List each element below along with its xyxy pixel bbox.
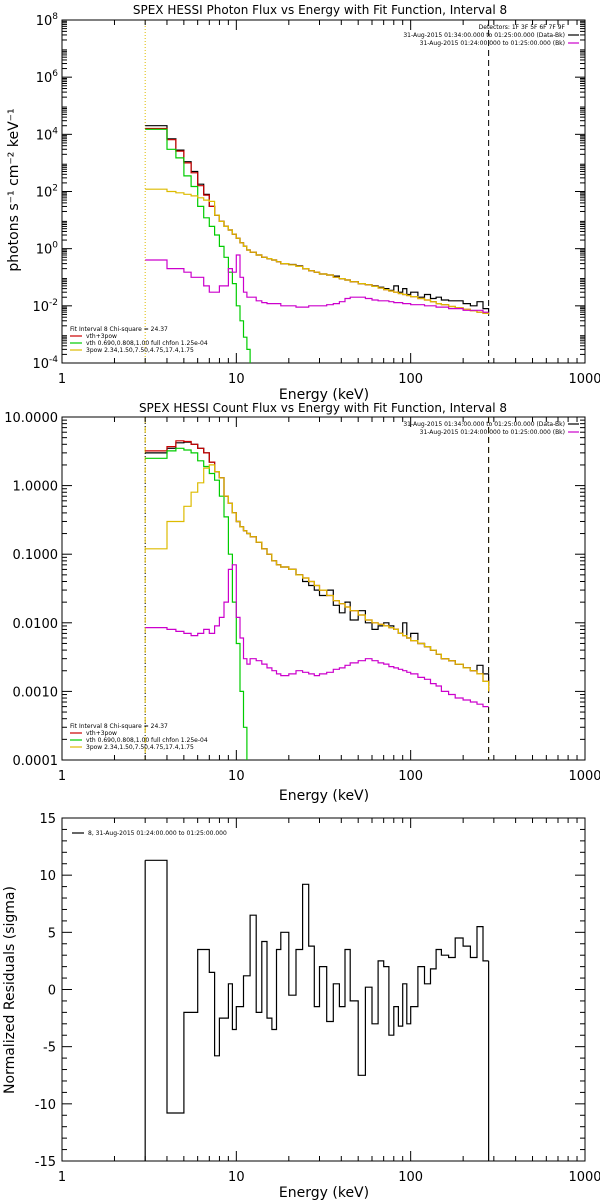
- y-tick-label: 100: [36, 241, 59, 258]
- y-tick-label: -10: [35, 1098, 56, 1113]
- legend-text: 31-Aug-2015 01:24:00.000 to 01:25:00.000…: [420, 429, 565, 436]
- x-axis-label: Energy (keV): [279, 788, 369, 804]
- legend-text: 31-Aug-2015 01:34:00.000 to 01:25:00.000…: [403, 421, 565, 428]
- y-tick-label: 102: [36, 184, 58, 201]
- legend-text: vth 0.690,0.808,1.00 full chfon 1.25e-04: [86, 737, 208, 744]
- series-line-bk: [145, 564, 489, 708]
- x-tick-label: 1: [58, 1170, 66, 1185]
- y-tick-label: 1.0000: [13, 480, 59, 495]
- series-line-data-bk: [145, 441, 490, 686]
- y-axis-label: Normalized Residuals (sigma): [2, 886, 18, 1094]
- series-line-3pow: [145, 464, 490, 692]
- series-line-data-bk: [145, 125, 490, 313]
- y-tick-label: 0.0010: [13, 685, 59, 700]
- x-tick-label: 100: [398, 1170, 423, 1185]
- y-tick-label: 0.0100: [13, 617, 59, 632]
- y-tick-label: 0.0001: [13, 754, 59, 769]
- y-tick-label: 10-2: [32, 298, 58, 315]
- y-tick-label: -15: [35, 1155, 56, 1170]
- x-tick-label: 1000: [568, 1170, 600, 1185]
- panel-residuals: 1 10 100 1000 -15 -10 -5 0 5 10 15 Energy (keV) No…: [2, 812, 600, 1200]
- y-tick-label: 108: [36, 12, 59, 29]
- y-tick-label: -5: [43, 1041, 56, 1056]
- series-line-3pow: [145, 188, 490, 315]
- legend-text: 3pow 2.34,1.50,7.50,4.75,17.4,1.75: [86, 744, 194, 751]
- plot-frame: [61, 19, 586, 364]
- legend-text: vth+3pow: [86, 730, 117, 737]
- plot-frame: [61, 416, 586, 761]
- y-tick-label: 0.1000: [13, 548, 59, 563]
- chart-title: SPEX HESSI Photon Flux vs Energy with Fi…: [133, 3, 507, 17]
- panel-count-flux: SPEX HESSI Count Flux vs Energy with Fit…: [4, 401, 600, 804]
- legend-text: 8, 31-Aug-2015 01:24:00.000 to 01:25:00.…: [88, 830, 227, 837]
- legend-text: vth+3pow: [86, 333, 117, 340]
- x-tick-label: 1000: [568, 372, 600, 387]
- legend-text: Detectors: 1F 3F 5F 6F 7F 9F: [479, 24, 566, 31]
- x-tick-label: 100: [398, 372, 423, 387]
- fit-legend-header: Fit Interval 8 Chi-square = 24.37: [70, 723, 168, 730]
- legend-text: vth 0.690,0.808,1.00 full chfon 1.25e-04: [86, 340, 208, 347]
- y-tick-label: 106: [36, 69, 59, 86]
- x-tick-label: 100: [398, 769, 423, 784]
- x-axis-label: Energy (keV): [279, 387, 369, 403]
- y-axis-label: photons s⁻¹ cm⁻² keV⁻¹: [6, 108, 22, 271]
- y-tick-label: 10: [39, 869, 56, 884]
- y-tick-label: 10.0000: [4, 411, 58, 426]
- legend-text: 3pow 2.34,1.50,7.50,4.75,17.4,1.75: [86, 347, 194, 354]
- y-tick-label: 104: [36, 126, 59, 143]
- x-axis-label: Energy (keV): [279, 1185, 369, 1200]
- x-tick-label: 1: [58, 372, 66, 387]
- x-tick-label: 1000: [568, 769, 600, 784]
- x-tick-label: 10: [228, 372, 245, 387]
- x-tick-label: 10: [228, 769, 245, 784]
- y-tick-label: 5: [48, 926, 56, 941]
- chart-title: SPEX HESSI Count Flux vs Energy with Fit…: [139, 401, 507, 415]
- y-tick-label: 15: [39, 812, 56, 827]
- fit-legend-header: Fit Interval 8 Chi-square = 24.37: [70, 326, 168, 333]
- panel-photon-flux: SPEX HESSI Photon Flux vs Energy with Fi…: [6, 3, 600, 403]
- y-tick-label: 0: [48, 984, 56, 999]
- legend-text: 31-Aug-2015 01:34:00.000 to 01:25:00.000…: [403, 32, 565, 39]
- series-line-residuals: [145, 859, 489, 1114]
- y-tick-label: 10-4: [32, 355, 58, 372]
- series-line-vth: [145, 447, 248, 760]
- x-tick-label: 10: [228, 1170, 245, 1185]
- series-line-bk: [145, 254, 489, 313]
- x-tick-label: 1: [58, 769, 66, 784]
- legend-text: 31-Aug-2015 01:24:00.000 to 01:25:00.000…: [420, 40, 565, 47]
- series-line-vth: [145, 128, 251, 363]
- plot-frame: [61, 817, 586, 1162]
- series-line-vth-3pow: [145, 127, 490, 315]
